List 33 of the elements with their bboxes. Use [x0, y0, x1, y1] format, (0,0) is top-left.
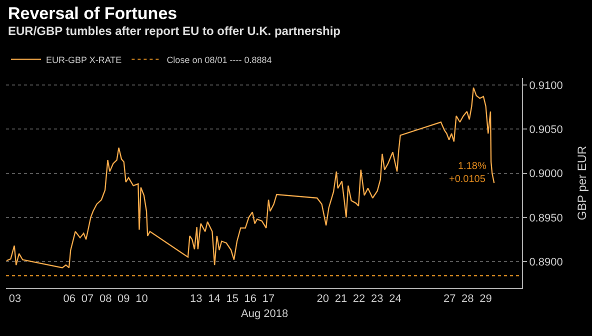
x-tick-label: 23	[371, 293, 384, 306]
x-axis-title: Aug 2018	[241, 308, 288, 320]
chart-subtitle: EUR/GBP tumbles after report EU to offer U.K. partnership	[8, 24, 340, 38]
x-tick-label: 17	[262, 293, 275, 306]
chart-title: Reversal of Fortunes	[8, 4, 178, 23]
annotation: +0.0105	[449, 174, 486, 185]
legend-label: Close on 08/01 ---- 0.8884	[166, 54, 272, 65]
x-tick-label: 20	[316, 293, 329, 306]
x-tick-label: 06	[63, 293, 76, 306]
x-tick-label: 07	[81, 293, 94, 306]
x-tick-label: 10	[136, 293, 148, 306]
x-tick-label: 15	[226, 293, 238, 306]
x-tick-label: 14	[208, 293, 220, 306]
y-tick-label: 0.9050	[529, 124, 563, 136]
x-tick-label: 28	[462, 293, 474, 306]
legend-label: EUR-GBP X-RATE	[46, 54, 122, 65]
y-tick-label: 0.9000	[529, 168, 563, 180]
x-tick-label: 22	[352, 293, 366, 306]
x-tick-label: 08	[99, 293, 112, 306]
x-tick-label: 29	[480, 293, 492, 306]
line-series	[6, 87, 495, 268]
y-tick-label: 0.8950	[529, 212, 563, 224]
y-tick-label: 0.8900	[529, 256, 563, 268]
y-axis-title: GBP per EUR	[574, 145, 589, 220]
x-tick-label: 03	[8, 293, 22, 306]
x-tick-label: 09	[118, 293, 130, 306]
x-tick-label: 13	[190, 293, 202, 306]
y-tick-label: 0.9100	[529, 80, 563, 92]
x-tick-label: 27	[443, 293, 456, 306]
annotation: 1.18%	[458, 161, 486, 172]
x-tick-label: 21	[334, 293, 348, 306]
x-tick-label: 24	[389, 293, 402, 306]
x-tick-label: 16	[244, 293, 257, 306]
